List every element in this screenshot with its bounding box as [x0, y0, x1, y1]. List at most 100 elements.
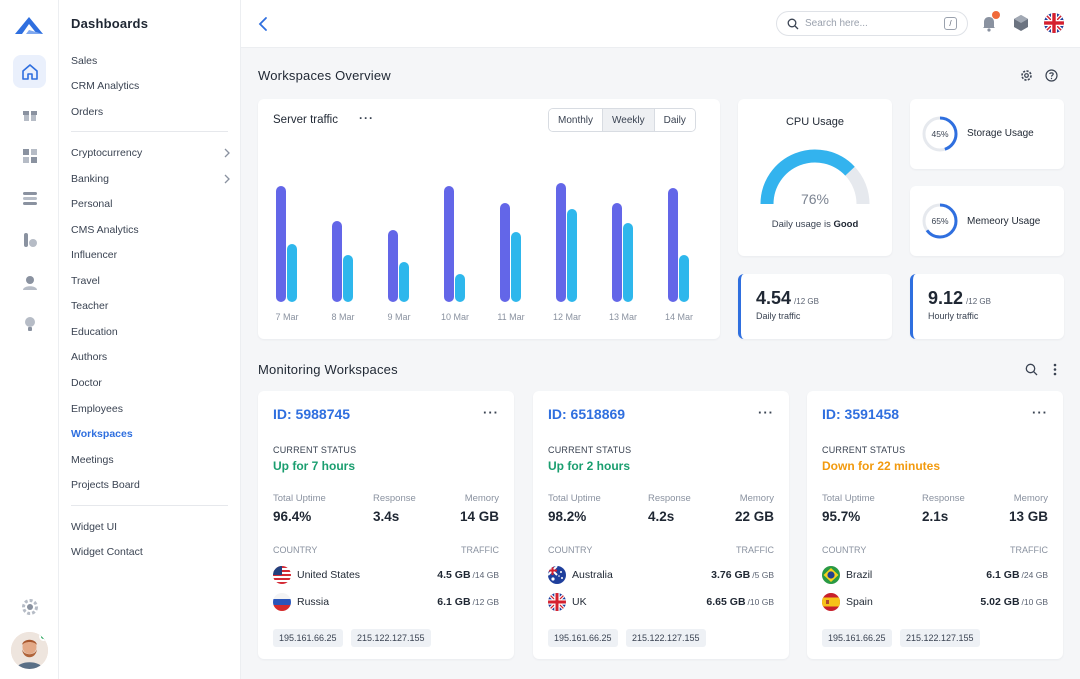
daily-traffic-unit: /12 GB: [794, 297, 819, 306]
traffic-bar: [343, 255, 353, 302]
traffic-bar: [399, 262, 409, 302]
back-chevron-icon[interactable]: [258, 16, 268, 32]
uk-flag-icon: [548, 593, 566, 611]
cpu-gauge: [760, 149, 870, 205]
notifications-button[interactable]: [980, 11, 1000, 32]
x-axis-label: 10 Mar: [440, 312, 469, 322]
rail-gift-button[interactable]: [13, 97, 46, 130]
country-row: United States 4.5 GB/14 GB: [273, 566, 499, 584]
rail-tools-button[interactable]: [13, 223, 46, 256]
sidebar-item-authors[interactable]: Authors: [71, 351, 108, 363]
app-logo[interactable]: [13, 14, 45, 36]
country-traffic: 4.5 GB/14 GB: [437, 569, 499, 581]
country-header: COUNTRY: [822, 545, 867, 555]
search-icon[interactable]: [1025, 363, 1038, 376]
response-value: 4.2s: [648, 509, 675, 524]
search-icon: [787, 18, 799, 29]
more-options-icon[interactable]: ···: [1032, 405, 1048, 420]
sidebar-item-influencer[interactable]: Influencer: [71, 249, 118, 261]
more-options-icon[interactable]: ···: [758, 405, 774, 420]
storage-usage-card: 45% Storage Usage: [910, 99, 1064, 169]
memory-label: Memory: [739, 493, 774, 504]
uptime-value: 95.7%: [822, 509, 861, 524]
chevron-right-icon: [224, 174, 230, 184]
sidebar-item-projects-board[interactable]: Projects Board: [71, 479, 140, 491]
sidebar-item-crm-analytics[interactable]: CRM Analytics: [71, 80, 140, 92]
cpu-status: Good: [833, 219, 859, 230]
cpu-value: 76%: [800, 191, 830, 207]
period-daily-button[interactable]: Daily: [654, 109, 695, 131]
more-options-icon[interactable]: ···: [483, 405, 499, 420]
sidebar-item-orders[interactable]: Orders: [71, 106, 104, 118]
sidebar-item-personal[interactable]: Personal: [71, 198, 113, 210]
status-text: Up for 2 hours: [548, 459, 631, 473]
sidebar: Dashboards Sales CRM Analytics Orders Cr…: [59, 0, 241, 679]
gear-icon[interactable]: [1020, 69, 1033, 82]
cpu-title: CPU Usage: [785, 116, 845, 128]
traffic-bar: [276, 185, 286, 302]
rail-grid-button[interactable]: [13, 139, 46, 172]
ip-address-tag: 195.161.66.25: [273, 629, 343, 647]
sidebar-item-widget-contact[interactable]: Widget Contact: [71, 546, 143, 558]
status-text: Up for 7 hours: [273, 459, 356, 473]
cpu-caption: Daily usage is Good: [771, 219, 859, 230]
period-weekly-button[interactable]: Weekly: [603, 109, 655, 131]
sidebar-item-cryptocurrency[interactable]: Cryptocurrency: [71, 147, 231, 159]
workspace-card[interactable]: ID: 6518869 ··· CURRENT STATUS Up for 2 …: [533, 391, 789, 659]
period-monthly-button[interactable]: Monthly: [549, 109, 604, 131]
sidebar-item-education[interactable]: Education: [71, 326, 118, 338]
sidebar-item-widget-ui[interactable]: Widget UI: [71, 521, 118, 533]
sidebar-item-banking[interactable]: Banking: [71, 173, 231, 185]
help-icon[interactable]: [1045, 69, 1058, 82]
rail-layers-button[interactable]: [13, 181, 46, 214]
rail-settings-button[interactable]: [13, 590, 46, 623]
bulb-icon: [24, 316, 35, 331]
workspace-card[interactable]: ID: 5988745 ··· CURRENT STATUS Up for 7 …: [258, 391, 514, 659]
memory-label: Memory: [1013, 493, 1048, 504]
response-label: Response: [648, 493, 691, 504]
traffic-bar: [511, 232, 521, 302]
hourly-traffic-card: 9.12/12 GB Hourly traffic: [910, 274, 1064, 339]
monitoring-title: Monitoring Workspaces: [258, 362, 398, 377]
sidebar-item-cms-analytics[interactable]: CMS Analytics: [71, 224, 139, 236]
sidebar-item-doctor[interactable]: Doctor: [71, 377, 102, 389]
user-icon: [22, 275, 37, 290]
x-axis-label: 9 Mar: [387, 312, 411, 322]
us-flag-icon: [273, 566, 291, 584]
language-button[interactable]: [1044, 13, 1064, 33]
kebab-menu-icon[interactable]: [1052, 363, 1058, 376]
sidebar-item-sales[interactable]: Sales: [71, 55, 98, 67]
more-options-icon[interactable]: ···: [359, 111, 374, 125]
total-uptime-label: Total Uptime: [548, 493, 601, 504]
country-name: Russia: [297, 596, 330, 608]
tools-icon: [23, 232, 37, 247]
icon-rail: [0, 0, 59, 679]
sidebar-item-travel[interactable]: Travel: [71, 275, 100, 287]
ip-address-tag: 215.122.127.155: [626, 629, 706, 647]
response-label: Response: [922, 493, 965, 504]
rail-bulb-button[interactable]: [13, 307, 46, 340]
storage-label: Storage Usage: [967, 128, 1034, 139]
country-name: United States: [297, 569, 361, 581]
workspace-id: ID: 6518869: [548, 406, 626, 422]
traffic-bar: [567, 208, 577, 302]
rail-home-button[interactable]: [13, 55, 46, 88]
sidebar-item-workspaces[interactable]: Workspaces: [71, 428, 133, 440]
x-axis-label: 13 Mar: [608, 312, 637, 322]
country-row: Spain 5.02 GB/10 GB: [822, 593, 1048, 611]
sidebar-item-teacher[interactable]: Teacher: [71, 300, 109, 312]
daily-traffic-label: Daily traffic: [756, 311, 801, 321]
user-avatar[interactable]: [11, 632, 48, 669]
response-value: 3.4s: [373, 509, 400, 524]
hourly-traffic-value: 9.12/12 GB: [928, 288, 991, 308]
apps-button[interactable]: [1012, 14, 1030, 37]
rail-user-button[interactable]: [13, 265, 46, 298]
server-traffic-card: Server traffic ··· Monthly Weekly Daily …: [258, 99, 720, 339]
search-box[interactable]: /: [776, 11, 968, 36]
server-traffic-title: Server traffic: [273, 114, 338, 126]
sidebar-item-employees[interactable]: Employees: [71, 403, 123, 415]
search-input[interactable]: [805, 18, 935, 29]
country-name: Spain: [846, 596, 873, 608]
sidebar-item-meetings[interactable]: Meetings: [71, 454, 114, 466]
workspace-card[interactable]: ID: 3591458 ··· CURRENT STATUS Down for …: [807, 391, 1063, 659]
